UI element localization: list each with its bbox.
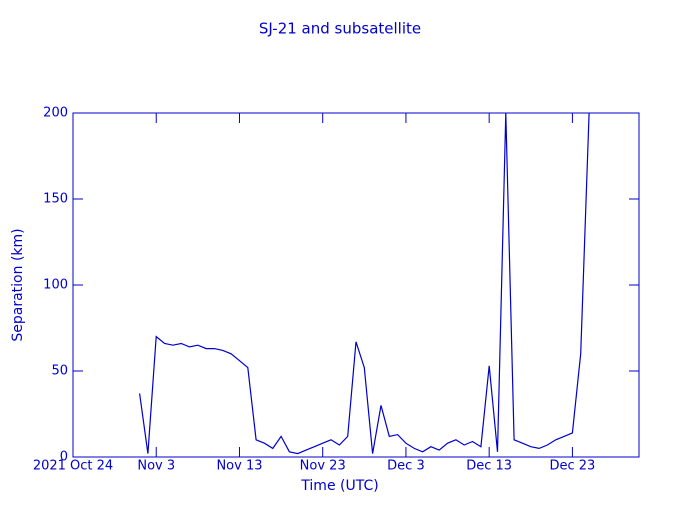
y-tick-label: 50 [51,364,68,379]
x-tick-label: Dec 13 [466,459,512,474]
y-axis-label: Separation (km) [10,228,26,341]
y-tick-label: 0 [60,450,68,465]
x-tick-label: Nov 13 [216,459,262,474]
plot-frame [72,112,640,458]
y-tick-label: 200 [43,106,68,121]
x-axis-label: Time (UTC) [300,478,378,494]
y-tick-label: 150 [43,192,68,207]
x-tick-label: Dec 3 [387,459,425,474]
x-tick-label: Nov 23 [300,459,346,474]
chart-title: SJ-21 and subsatellite [259,20,421,38]
x-tick-label: Nov 3 [137,459,175,474]
y-tick-label: 100 [43,278,68,293]
x-tick-label: Dec 23 [549,459,595,474]
x-tick-label: 2021 Oct 24 [33,459,113,474]
data-line [139,112,590,455]
